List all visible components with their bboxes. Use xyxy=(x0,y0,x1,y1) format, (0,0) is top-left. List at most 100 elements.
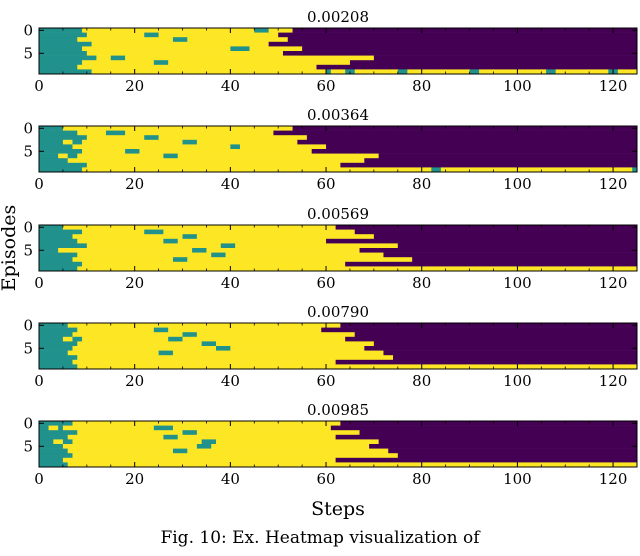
heatmap-cell-run xyxy=(39,37,78,43)
heatmap-cell-run xyxy=(177,434,336,440)
heatmap-cell-run xyxy=(297,139,638,145)
heatmap-cell-run xyxy=(39,434,68,440)
heatmap-cell-run xyxy=(72,144,231,150)
heatmap-cell-run xyxy=(62,139,73,145)
heatmap-cell-run xyxy=(86,135,145,141)
heatmap-cell-run xyxy=(369,444,638,449)
heatmap-cell-run xyxy=(187,257,413,263)
heatmap-cell-run xyxy=(39,448,68,454)
x-axis-label: Steps xyxy=(311,498,365,520)
heatmap-cell-run xyxy=(340,421,638,426)
heatmap-cell-run xyxy=(359,248,638,253)
heatmap-cell-run xyxy=(77,64,317,70)
heatmap-cell-run xyxy=(39,60,83,66)
heatmap-cell-run xyxy=(373,55,638,61)
heatmap-cell-run xyxy=(86,162,341,168)
heatmap-cell-run xyxy=(239,144,327,150)
heatmap-cell-run xyxy=(67,434,164,440)
heatmap-cell-run xyxy=(144,135,159,141)
y-tick-label: 5 xyxy=(23,44,33,62)
heatmap-cell-run xyxy=(354,229,638,235)
heatmap-cell-run xyxy=(72,257,174,263)
heatmap-cell-run xyxy=(182,332,198,338)
y-tick-label: 5 xyxy=(23,437,33,455)
heatmap-cell-run xyxy=(163,238,179,244)
heatmap-cell-run xyxy=(397,243,638,249)
heatmap-cell-run xyxy=(144,32,159,38)
panel-frame xyxy=(38,27,638,75)
x-tick-label: 60 xyxy=(316,175,335,193)
heatmap-cell-run xyxy=(292,28,638,33)
heatmap-cell-run xyxy=(192,248,207,253)
heatmap-cell-run xyxy=(349,60,638,66)
heatmap-cell-run xyxy=(72,439,202,445)
heatmap-cell-run xyxy=(278,32,638,38)
panel-title: 0.00569 xyxy=(307,205,369,223)
heatmap-cell-run xyxy=(211,252,226,258)
heatmap-cell-run xyxy=(546,69,556,75)
heatmap-cell-run xyxy=(158,135,308,141)
heatmap-cell-run xyxy=(316,64,638,70)
heatmap-cell-run xyxy=(39,144,73,150)
heatmap-cell-run xyxy=(139,149,312,154)
heatmap-cell-run xyxy=(216,346,231,351)
y-tick-label: 0 xyxy=(23,316,33,334)
heatmap-cell-run xyxy=(72,346,217,351)
heatmap-cell-run xyxy=(39,243,88,249)
heatmap-cell-run xyxy=(72,453,399,459)
heatmap-cell-run xyxy=(168,60,351,66)
heatmap-cell-run xyxy=(196,444,212,449)
x-tick-label: 20 xyxy=(125,175,144,193)
heatmap-cell-run xyxy=(39,462,68,468)
heatmap-cell-run xyxy=(555,69,609,75)
heatmap-cell-run xyxy=(91,41,269,47)
heatmap-cell-run xyxy=(39,41,92,47)
x-tick-label: 0 xyxy=(34,77,44,95)
heatmap-cell-run xyxy=(287,37,638,43)
heatmap-cell-run xyxy=(335,359,638,365)
y-tick-label: 5 xyxy=(23,142,33,160)
heatmap-cell-run xyxy=(412,257,638,263)
heatmap-cell-run xyxy=(302,46,638,52)
heatmap-cell-run xyxy=(39,139,64,145)
heatmap-cell-run xyxy=(230,144,241,150)
x-tick-label: 0 xyxy=(34,470,44,488)
x-tick-label: 80 xyxy=(412,274,431,292)
heatmap-cell-run xyxy=(39,444,64,449)
heatmap-cell-run xyxy=(58,248,193,253)
heatmap-cell-run xyxy=(220,243,236,249)
heatmap-cell-run xyxy=(67,323,341,328)
heatmap-cell-run xyxy=(72,359,336,365)
heatmap-cell-run xyxy=(39,425,49,431)
heatmap-cell-run xyxy=(196,139,298,145)
y-tick-label: 5 xyxy=(23,241,33,259)
x-tick-label: 100 xyxy=(503,372,532,390)
heatmap-cell-run xyxy=(345,336,638,342)
y-tick-label: 5 xyxy=(23,339,33,357)
heatmap-cell-run xyxy=(431,167,442,173)
heatmap-cell-run xyxy=(77,430,183,436)
heatmap-cell-run xyxy=(77,130,107,136)
heatmap-cell-run xyxy=(48,425,59,431)
x-tick-label: 60 xyxy=(316,77,335,95)
heatmap-cell-run xyxy=(268,41,638,47)
heatmap-cell-run xyxy=(39,457,64,463)
heatmap-cell-run xyxy=(39,261,83,267)
y-axis-label: Episodes xyxy=(0,205,20,291)
y-tick-label: 0 xyxy=(23,218,33,236)
heatmap-cell-run xyxy=(39,162,88,168)
heatmap-cell-run xyxy=(125,55,375,61)
heatmap-cell-run xyxy=(39,364,78,370)
heatmap-cell-run xyxy=(617,69,638,75)
heatmap-cell-run xyxy=(72,332,183,338)
heatmap-cell-run xyxy=(39,69,92,75)
heatmap-cell-run xyxy=(225,252,384,258)
heatmap-cell-run xyxy=(163,434,179,440)
heatmap-cell-run xyxy=(378,439,638,445)
heatmap-cell-run xyxy=(39,350,68,356)
heatmap-cell-run xyxy=(230,46,250,52)
heatmap-cell-run xyxy=(82,336,169,342)
heatmap-cell-run xyxy=(39,51,88,56)
heatmap-cell-run xyxy=(168,327,322,333)
heatmap-cell-run xyxy=(153,327,169,333)
